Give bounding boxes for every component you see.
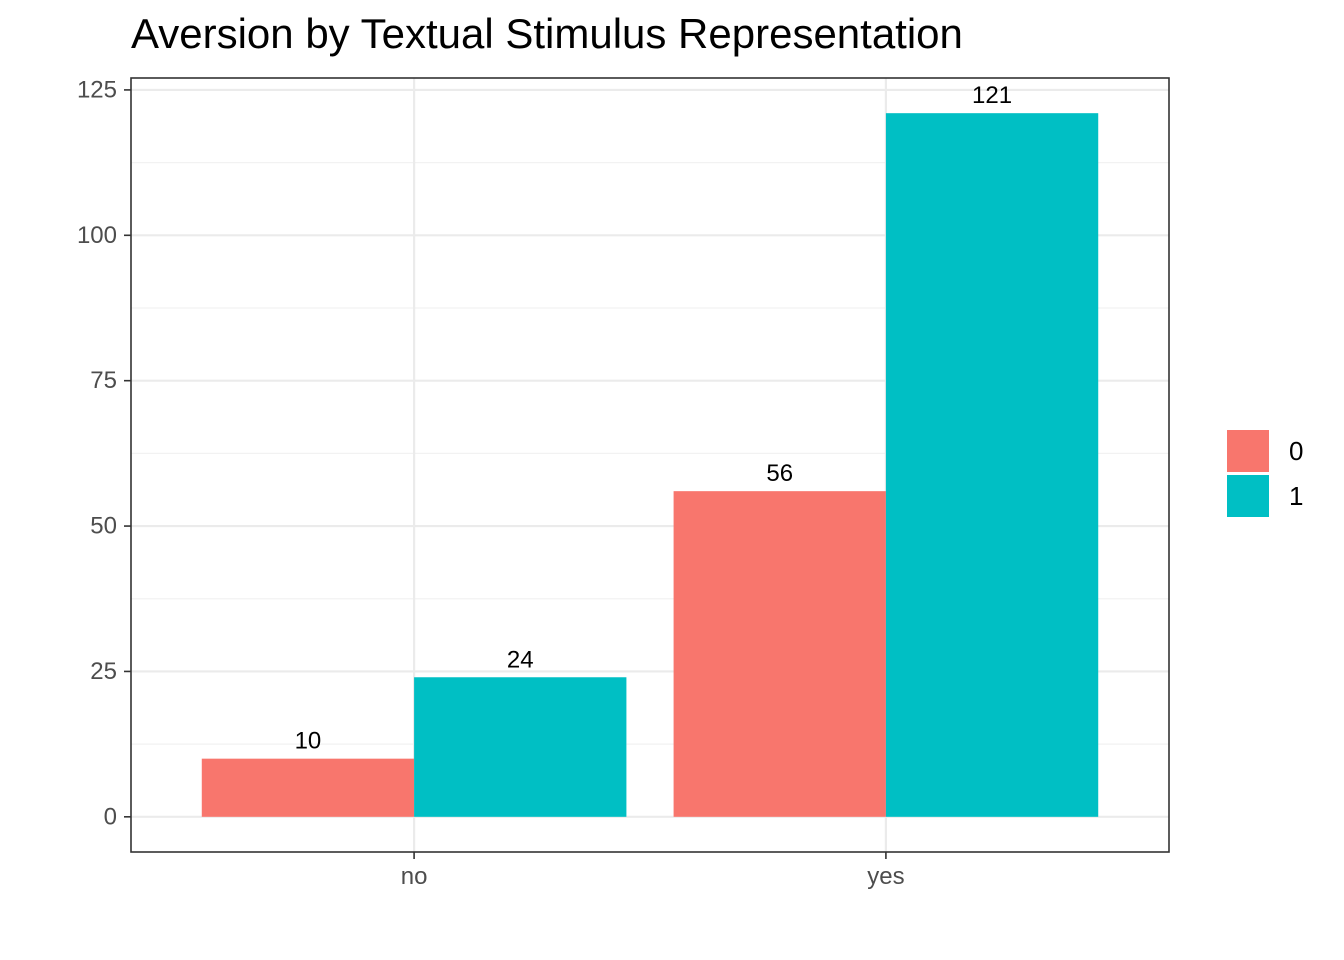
legend-key [1227,430,1269,472]
y-tick-label: 50 [90,513,117,540]
legend: 01 [1227,430,1303,517]
data-label: 24 [507,646,534,673]
data-label: 121 [972,82,1012,109]
bars [201,113,1099,817]
data-label: 56 [766,460,793,487]
bar [673,491,886,817]
y-tick-label: 125 [77,76,117,103]
bar [885,113,1099,817]
y-tick-label: 0 [104,803,117,830]
bar [414,677,627,817]
x-tick-label: no [401,863,428,890]
x-tick-label: yes [867,863,904,890]
chart-title: Aversion by Textual Stimulus Representat… [131,10,963,57]
x-axis: no yes [401,852,905,890]
data-label: 10 [295,728,322,755]
y-tick-label: 25 [90,658,117,685]
legend-key [1227,475,1269,517]
legend-label: 0 [1289,436,1303,466]
data-labels: 10 24 56 121 [295,82,1013,754]
legend-label: 1 [1289,481,1303,511]
y-tick-label: 75 [90,367,117,394]
y-tick-label: 100 [77,222,117,249]
y-axis: 0 25 50 75 100 125 [77,76,131,830]
plot-panel-border [130,77,1170,853]
bar [201,758,415,817]
